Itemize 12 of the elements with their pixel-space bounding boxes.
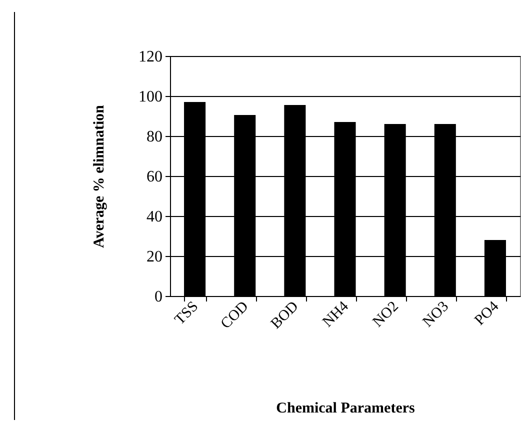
y-tick-label: 0 xyxy=(154,288,162,306)
y-tick-label: 80 xyxy=(146,128,162,146)
y-tick-label: 60 xyxy=(146,168,162,186)
x-axis-title: Chemical Parameters xyxy=(276,400,415,416)
y-tick-label: 20 xyxy=(146,248,162,266)
y-tick-label: 100 xyxy=(138,88,162,106)
x-tick-label: COD xyxy=(218,298,252,332)
x-tick-label: TSS xyxy=(172,298,202,328)
x-tick-label: PO4 xyxy=(472,298,502,329)
y-axis-title: Average % elimnation xyxy=(92,104,108,248)
y-tick-label: 40 xyxy=(146,208,162,226)
y-tick-label: 120 xyxy=(138,48,162,66)
